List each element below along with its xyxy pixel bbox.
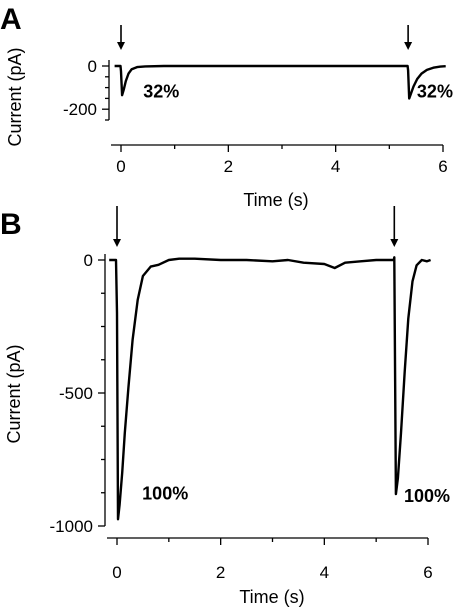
- x-axis-title: Time (s): [243, 190, 308, 210]
- x-tick-label: 4: [320, 563, 329, 582]
- y-tick-label: -500: [59, 384, 93, 403]
- panel-b: B 0 -500 -1000 0 2 4 6 100% 100% Time (s) Curre…: [0, 206, 450, 607]
- x-tick-label: 6: [438, 157, 447, 176]
- y-axis-title: Current (pA): [5, 47, 25, 146]
- stimulus-arrow: [404, 25, 413, 50]
- x-tick-label: 6: [423, 563, 432, 582]
- x-tick-label: 0: [116, 157, 125, 176]
- y-tick-label: 0: [84, 251, 93, 270]
- stimulus-arrow: [113, 206, 121, 247]
- percent-annotation: 100%: [404, 486, 450, 506]
- current-trace: [109, 256, 432, 521]
- x-tick-label: 2: [216, 563, 225, 582]
- percent-annotation: 100%: [142, 483, 188, 503]
- y-tick-label: -1000: [50, 517, 93, 536]
- y-tick-label: 0: [88, 57, 97, 76]
- panel-letter: A: [0, 3, 22, 36]
- y-axis-title: Current (pA): [4, 344, 24, 443]
- x-tick-label: 2: [224, 157, 233, 176]
- x-tick-label: 4: [331, 157, 340, 176]
- y-tick-label: -200: [63, 100, 97, 119]
- current-trace: [114, 64, 446, 100]
- panel-a: A 0 -200 0 2 4 6 32% 32% Time (s) Current (pA): [0, 3, 453, 210]
- stimulus-arrow: [117, 25, 125, 50]
- x-tick-label: 0: [112, 563, 121, 582]
- x-axis-title: Time (s): [239, 587, 304, 607]
- panel-letter: B: [0, 208, 22, 241]
- percent-annotation: 32%: [143, 81, 179, 101]
- percent-annotation: 32%: [417, 81, 453, 101]
- stimulus-arrow: [390, 206, 399, 247]
